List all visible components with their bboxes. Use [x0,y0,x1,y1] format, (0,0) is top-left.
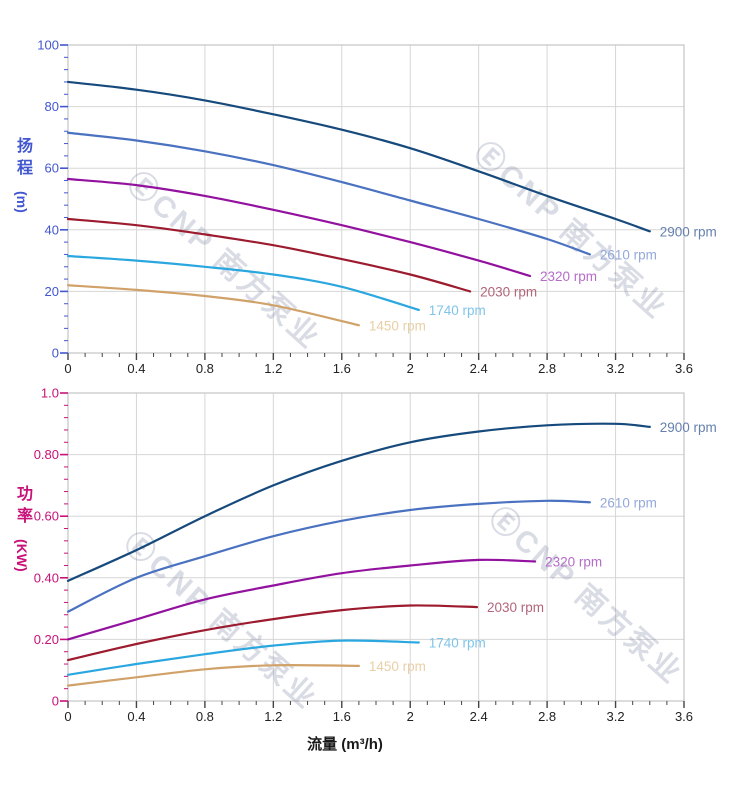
y-tick-label: 0.60 [34,509,59,524]
curve-2320-rpm-power [66,558,537,641]
x-tick-label: 2.4 [470,709,488,724]
x-tick-label: 1.6 [333,361,351,376]
curve-label-1450-rpm-head: 1450 rpm [369,318,426,333]
curve-label-2030-rpm-power: 2030 rpm [487,600,544,615]
x-tick-label: 2 [407,709,414,724]
y-tick-label: 0 [52,346,59,361]
x-tick-label: 0.8 [196,709,214,724]
brand-watermark: ⒺCNP 南方泵业 [482,500,689,691]
curve-1740-rpm-head [66,254,420,311]
curve-label-2900-rpm-head: 2900 rpm [660,224,717,239]
brand-watermark: ⒺCNP 南方泵业 [117,525,324,716]
brand-watermark: ⒺCNP 南方泵业 [120,165,327,356]
y-tick-label: 40 [45,222,59,237]
curve-label-2320-rpm-head: 2320 rpm [540,269,597,284]
x-tick-label: 0.4 [127,709,145,724]
x-tick-label: 3.2 [607,361,625,376]
x-tick-label: 0 [64,709,71,724]
curve-2610-rpm-head [66,131,591,256]
curve-label-2610-rpm-power: 2610 rpm [600,495,657,510]
y-tick-label: 60 [45,161,59,176]
y-tick-label: 0.40 [34,570,59,585]
x-tick-label: 3.6 [675,709,693,724]
chart-power: 0 0.4 0.8 1.2 1.6 2 2.4 2.8 3.2 3.6 0 0.20 0.40 0.60 0… [14,386,693,754]
x-tick-label: 3.6 [675,361,693,376]
curve-label-2320-rpm-power: 2320 rpm [545,554,602,569]
curve-label-2610-rpm-head: 2610 rpm [600,247,657,262]
y-axis-unit-label: (KW) [14,539,30,572]
curve-2610-rpm-power [66,499,591,613]
y-tick-label: 80 [45,99,59,114]
curve-2900-rpm-power [66,422,651,582]
y-tick-label: 0.20 [34,632,59,647]
y-tick-label: 20 [45,284,59,299]
x-axis-title: 流量 (m³/h) [307,735,383,753]
curve-2320-rpm-head [66,177,532,278]
curve-label-1450-rpm-power: 1450 rpm [369,659,426,674]
curve-label-1740-rpm-head: 1740 rpm [429,303,486,318]
x-tick-label: 2.4 [470,361,488,376]
chart-head: 0 0.4 0.8 1.2 1.6 2 2.4 2.8 3.2 3.6 0 20 40 60 80 100 扬程… [14,38,693,377]
x-tick-label: 3.2 [607,709,625,724]
y-tick-label: 0 [52,694,59,709]
curve-label-2030-rpm-head: 2030 rpm [480,284,537,299]
y-tick-label: 100 [37,38,59,53]
curve-2030-rpm-head [66,217,472,293]
y-axis-unit-label: (m) [14,191,30,213]
curve-2900-rpm-head [66,80,651,233]
x-tick-label: 1.6 [333,709,351,724]
x-tick-label: 0 [64,361,71,376]
x-tick-label: 2.8 [538,361,556,376]
x-tick-label: 2 [407,361,414,376]
x-tick-label: 0.8 [196,361,214,376]
curve-2030-rpm-power [66,604,479,662]
x-tick-label: 1.2 [264,709,282,724]
y-tick-label: 0.80 [34,447,59,462]
y-axis-title-char: 率 [17,506,33,525]
curve-1740-rpm-power [66,639,420,676]
y-axis-title-char: 扬 [17,136,33,155]
grid-and-axes-layer: 0 0.4 0.8 1.2 1.6 2 2.4 2.8 3.2 3.6020406080100扬程… [14,38,693,754]
curve-label-1740-rpm-power: 1740 rpm [429,635,486,650]
y-axis-title-char: 程 [17,159,33,177]
y-tick-label: 1.0 [41,386,59,401]
curve-1450-rpm-power [66,664,360,687]
x-tick-label: 1.2 [264,361,282,376]
x-tick-label: 2.8 [538,709,556,724]
curve-1450-rpm-head [66,284,360,327]
curve-label-2900-rpm-power: 2900 rpm [660,420,717,435]
y-axis-title-char: 功 [17,485,33,503]
x-tick-label: 0.4 [127,361,145,376]
